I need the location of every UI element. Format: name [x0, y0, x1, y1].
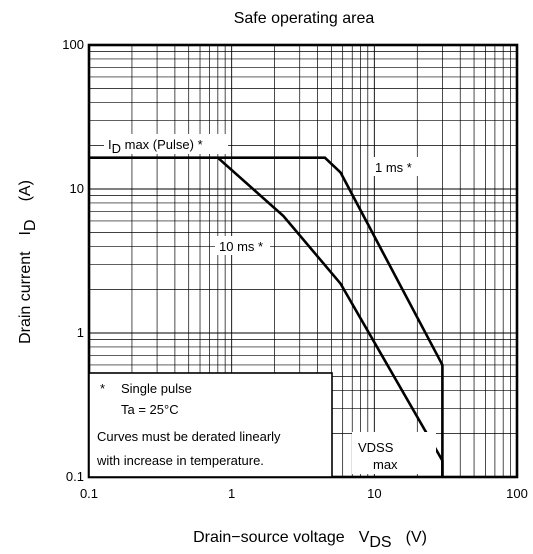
series-line-10ms — [216, 156, 444, 477]
chart-title: Safe operating area — [234, 10, 375, 27]
y-axis-label-text: Drain current — [17, 251, 34, 344]
id-max-subscript: D — [112, 141, 121, 156]
x-axis-label-text: Drain−source voltage — [193, 529, 345, 546]
one-ms-label: 1 ms * — [371, 157, 425, 176]
x-tick-label: 100 — [506, 486, 528, 501]
series-group — [89, 156, 444, 477]
x-axis-symbol: V — [359, 529, 370, 546]
y-tick-label: 100 — [62, 37, 84, 52]
x-axis-subscript: DS — [369, 534, 391, 551]
id-max-label-text: ID max (Pulse) * — [108, 137, 203, 156]
ten-ms-label: 10 ms * — [215, 236, 270, 255]
note-line-2: Ta = 25°C — [121, 402, 179, 417]
x-tick-labels: 0.1 1 10 100 — [80, 486, 528, 501]
ten-ms-label-bg — [215, 236, 270, 255]
id-max-rest: max (Pulse) * — [121, 137, 203, 152]
ten-ms-label-text: 10 ms * — [219, 239, 263, 254]
x-axis-unit: (V) — [406, 529, 427, 546]
vdss-label-bg — [352, 432, 436, 474]
series-line-1ms — [89, 156, 444, 477]
one-ms-label-bg — [371, 157, 425, 176]
id-max-symbol: I — [108, 137, 112, 152]
x-tick-label: 0.1 — [80, 486, 98, 501]
y-tick-label: 1 — [77, 325, 84, 340]
vdss-symbol: V — [358, 440, 367, 455]
y-tick-labels: 0.1 1 10 100 — [62, 37, 84, 484]
note-line-4: with increase in temperature. — [96, 453, 264, 468]
vdss-max-text: max — [373, 457, 398, 472]
vdss-label-text: VDSS — [358, 440, 394, 455]
note-box-frame — [88, 372, 333, 478]
grid — [89, 45, 517, 477]
note-line-1: Single pulse — [121, 381, 192, 396]
x-tick-label: 1 — [228, 486, 235, 501]
x-axis-label: Drain−source voltage VDS (V) — [193, 529, 427, 551]
vdss-label: VDSS max — [352, 432, 436, 474]
y-tick-label: 0.1 — [66, 469, 84, 484]
x-tick-label: 10 — [367, 486, 381, 501]
vdss-subscript: DSS — [367, 440, 394, 455]
y-axis-label: Drain current ID (A) — [17, 180, 39, 344]
note-star: * — [100, 381, 105, 396]
y-axis-unit: (A) — [17, 180, 34, 201]
note-line-3: Curves must be derated linearly — [97, 429, 281, 444]
y-tick-label: 10 — [70, 181, 84, 196]
y-axis-symbol: I — [17, 231, 34, 235]
y-axis-subscript: D — [22, 219, 39, 231]
id-max-label: ID max (Pulse) * — [104, 134, 228, 156]
one-ms-label-text: 1 ms * — [375, 160, 412, 175]
id-max-label-bg — [104, 134, 228, 154]
note-box: * Single pulse Ta = 25°C Curves must be … — [88, 372, 333, 478]
